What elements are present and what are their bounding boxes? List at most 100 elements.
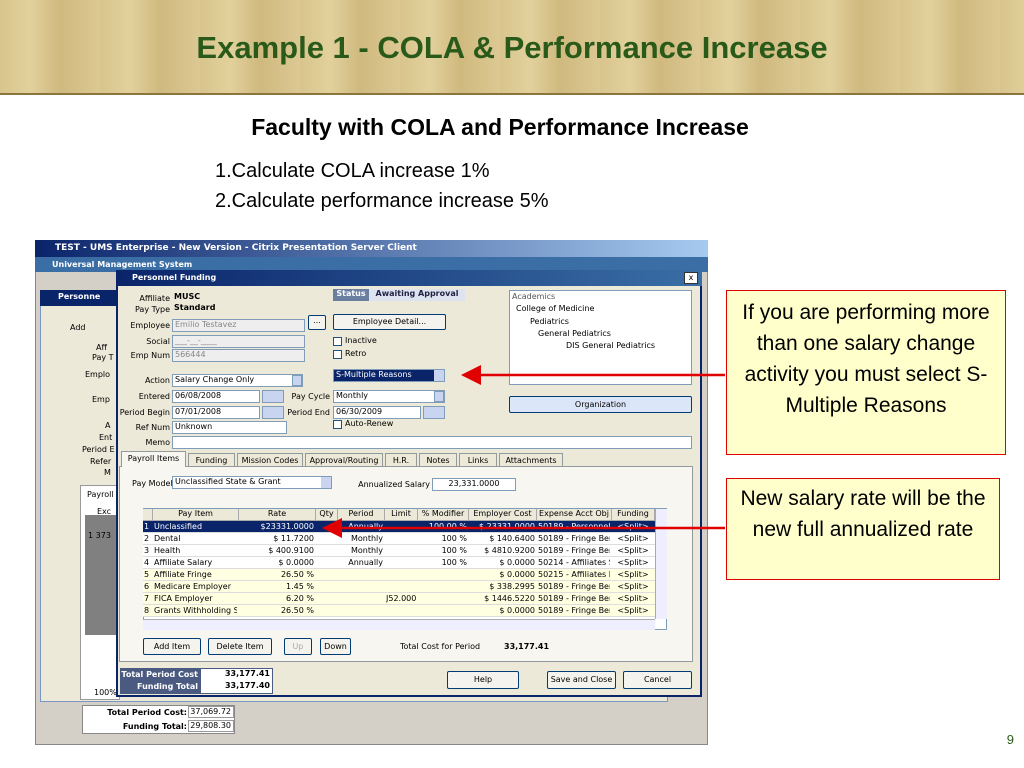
tab[interactable]: Funding xyxy=(188,453,235,467)
background-text: A xyxy=(105,421,111,430)
table-row[interactable] xyxy=(143,593,655,605)
checkbox[interactable] xyxy=(333,350,342,359)
tree-node[interactable]: Academics xyxy=(512,292,556,301)
tab[interactable]: Notes xyxy=(419,453,457,467)
cell: 7 xyxy=(144,594,150,603)
tree-node[interactable]: General Pediatrics xyxy=(538,329,611,338)
button[interactable]: Organization xyxy=(509,396,692,413)
total-value: 29,808.30 xyxy=(188,720,234,732)
close-button[interactable]: x xyxy=(684,272,698,284)
status-value: Awaiting Approval xyxy=(369,289,465,301)
field[interactable]: Unclassified State & Grant xyxy=(172,476,332,489)
cell: 4 xyxy=(144,558,150,567)
cell: <Split> xyxy=(617,522,649,531)
background-text: M xyxy=(104,468,111,477)
field[interactable]: Unknown xyxy=(172,421,287,434)
cell: 1.45 % xyxy=(286,582,314,591)
dropdown-arrow xyxy=(321,477,331,488)
cell: Affiliate Fringe xyxy=(154,570,212,579)
tree xyxy=(509,290,692,385)
cell: $ 0.0000 xyxy=(499,558,535,567)
cell: J52.0000 xyxy=(386,594,416,603)
cell: 8 xyxy=(144,606,150,615)
total-value: 33,177.41 xyxy=(201,669,272,681)
field-label: Pay Cycle xyxy=(291,392,330,401)
cell: 26.50 % xyxy=(280,570,314,579)
field: Emilio Testavez xyxy=(172,319,305,332)
tree-node[interactable]: College of Medicine xyxy=(516,304,595,313)
background-totals xyxy=(82,705,235,734)
dropdown-arrow xyxy=(292,375,302,386)
field-label: Ref Num xyxy=(135,423,170,432)
column-header: Funding xyxy=(612,509,655,521)
checkbox[interactable] xyxy=(333,337,342,346)
cell: <Split> xyxy=(617,570,649,579)
field[interactable] xyxy=(172,436,692,449)
total-label: Total Period Cost xyxy=(121,670,198,679)
field[interactable]: Monthly xyxy=(333,390,445,403)
tree-node[interactable]: DIS General Pediatrics xyxy=(566,341,656,350)
table-row[interactable] xyxy=(143,581,655,593)
button[interactable]: Cancel xyxy=(623,671,692,689)
tab[interactable]: Attachments xyxy=(499,453,563,467)
button[interactable]: Add Item xyxy=(143,638,201,655)
button[interactable]: Employee Detail... xyxy=(333,314,446,330)
button[interactable]: Delete Item xyxy=(208,638,272,655)
window-titlebar: TEST - UMS Enterprise - New Version - Ci… xyxy=(35,240,708,257)
field[interactable]: Salary Change Only xyxy=(172,374,303,387)
tab[interactable]: H.R. xyxy=(385,453,417,467)
field[interactable]: 06/30/2009 xyxy=(333,406,421,419)
tab[interactable]: Mission Codes xyxy=(237,453,303,467)
checkbox-label: Auto-Renew xyxy=(345,419,394,428)
cell: 5 xyxy=(144,570,150,579)
background-text: Period E xyxy=(82,445,115,454)
cell: $ 140.6400 xyxy=(489,534,535,543)
cell: <Split> xyxy=(617,594,649,603)
cell: 100 % xyxy=(441,558,467,567)
column-header: % Modifier xyxy=(418,509,469,521)
spin xyxy=(262,390,284,403)
callout: If you are performing more than one sala… xyxy=(726,290,1006,455)
background-text: Aff xyxy=(96,343,107,352)
button[interactable]: Save and Close xyxy=(547,671,616,689)
background-text: Emplo xyxy=(85,370,111,379)
total-label: Total Period Cost: xyxy=(107,708,187,717)
tab[interactable]: Payroll Items xyxy=(121,451,186,467)
cell: $ 0.0000 xyxy=(499,606,535,615)
reason-dropdown[interactable]: S-Multiple Reasons xyxy=(333,369,445,382)
field[interactable]: 06/08/2008 xyxy=(172,390,260,403)
checkbox[interactable] xyxy=(333,420,342,429)
button[interactable]: Help xyxy=(447,671,519,689)
table-row[interactable] xyxy=(143,545,655,557)
background-text: Refer xyxy=(90,457,112,466)
tree-node[interactable]: Pediatrics xyxy=(530,317,569,326)
cell: 6 xyxy=(144,582,150,591)
background-titlebar xyxy=(40,290,116,306)
table-row[interactable] xyxy=(143,569,655,581)
cell: $ 338.2995 xyxy=(489,582,535,591)
total-label: Funding Total: xyxy=(122,722,187,731)
total-value: 33,177.40 xyxy=(201,681,272,693)
table-row[interactable] xyxy=(143,557,655,569)
dropdown-arrow xyxy=(434,391,444,402)
app-titlebar: Universal Management System xyxy=(35,257,708,272)
button[interactable]: Down xyxy=(320,638,351,655)
cell: Medicare Employer xyxy=(154,582,231,591)
cell: 50214 - Affiliates S xyxy=(538,558,610,567)
step: 1.Calculate COLA increase 1% xyxy=(215,160,490,182)
cell: 50189 - Fringe Ber xyxy=(538,606,610,615)
status-label: Status xyxy=(333,289,369,301)
spin xyxy=(262,406,284,419)
cell: $ 1446.5220 xyxy=(484,594,535,603)
cell: <Split> xyxy=(617,546,649,555)
table-row[interactable] xyxy=(143,605,655,617)
cell: 26.50 % xyxy=(280,606,314,615)
tab[interactable]: Links xyxy=(459,453,497,467)
field[interactable]: 07/01/2008 xyxy=(172,406,260,419)
button[interactable]: ... xyxy=(308,315,326,330)
table-row[interactable] xyxy=(143,533,655,545)
cell: 100.00 % xyxy=(428,522,467,531)
cell: 1 xyxy=(144,522,150,531)
tab[interactable]: Approval/Routing xyxy=(305,453,383,467)
checkbox-label: Inactive xyxy=(345,336,377,345)
